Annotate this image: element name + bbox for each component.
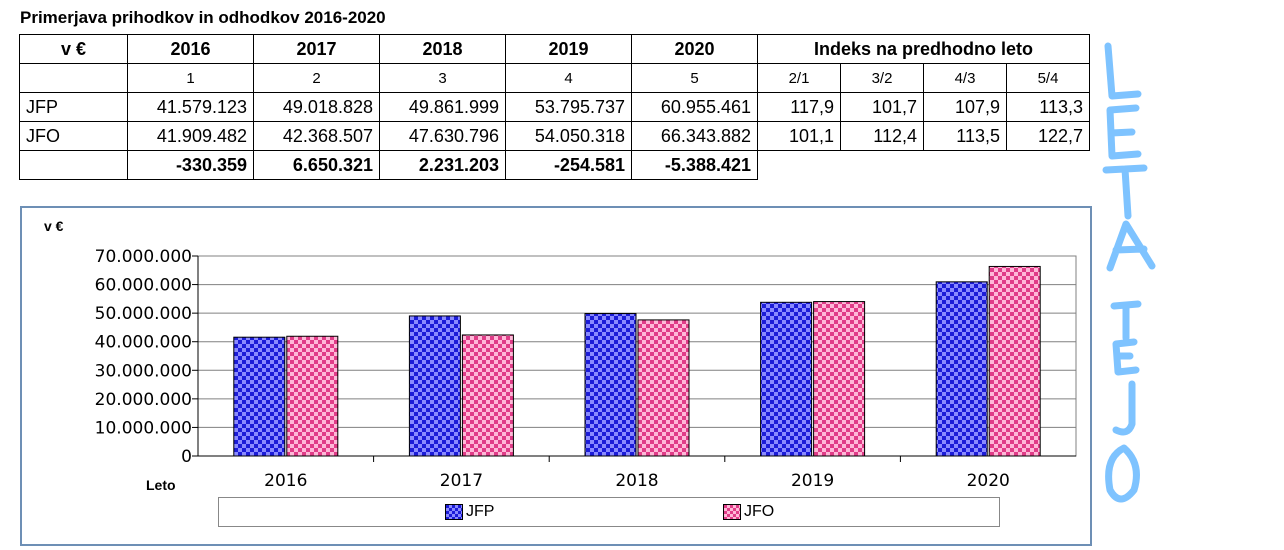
table-row-jfo: JFO 41.909.482 42.368.507 47.630.796 54.… bbox=[19, 121, 1090, 151]
bar-jfp-2018 bbox=[584, 313, 637, 457]
header-year: 2017 bbox=[253, 34, 380, 64]
index-cell: 112,4 bbox=[840, 121, 924, 151]
legend-swatch-jfo bbox=[723, 504, 741, 520]
difference-cell: -330.359 bbox=[127, 150, 254, 180]
empty-cell bbox=[19, 150, 128, 180]
index-cell: 101,1 bbox=[757, 121, 841, 151]
bar-jfp-2016 bbox=[233, 336, 286, 457]
difference-cell: -254.581 bbox=[505, 150, 632, 180]
value-cell: 47.630.796 bbox=[379, 121, 506, 151]
column-number: 2 bbox=[253, 63, 380, 93]
x-tick-label: 2016 bbox=[264, 471, 307, 491]
difference-cell: -5.388.421 bbox=[631, 150, 758, 180]
x-tick-label: 2018 bbox=[615, 471, 658, 491]
y-tick-label: 50.000.000 bbox=[95, 304, 192, 324]
row-label: JFO bbox=[19, 121, 128, 151]
value-cell: 66.343.882 bbox=[631, 121, 758, 151]
legend-swatch-jfp bbox=[445, 504, 463, 520]
index-cell: 101,7 bbox=[840, 92, 924, 122]
legend-label: JFO bbox=[744, 503, 775, 520]
y-tick-label: 30.000.000 bbox=[95, 361, 192, 381]
x-tick-label: 2019 bbox=[791, 471, 834, 491]
x-axis-label: Leto bbox=[146, 477, 176, 493]
y-tick-label: 70.000.000 bbox=[95, 247, 192, 267]
header-year: 2020 bbox=[631, 34, 758, 64]
value-cell: 42.368.507 bbox=[253, 121, 380, 151]
y-tick-label: 60.000.000 bbox=[95, 276, 192, 296]
column-number: 1 bbox=[127, 63, 254, 93]
difference-cell: 2.231.203 bbox=[379, 150, 506, 180]
index-column: 5/4 bbox=[1006, 63, 1090, 93]
plot-area bbox=[197, 255, 1077, 457]
row-label: JFP bbox=[19, 92, 128, 122]
page-title: Primerjava prihodkov in odhodkov 2016-20… bbox=[20, 8, 386, 27]
bar-jfo-2017 bbox=[461, 334, 514, 457]
value-cell: 49.861.999 bbox=[379, 92, 506, 122]
bar-jfo-2019 bbox=[813, 301, 866, 457]
column-number: 3 bbox=[379, 63, 506, 93]
y-tick-label: 0 bbox=[181, 447, 192, 467]
revenue-expense-table: v € 2016 2017 2018 2019 2020 Indeks na p… bbox=[19, 34, 1090, 180]
y-tick-label: 10.000.000 bbox=[95, 418, 192, 438]
bar-jfo-2020 bbox=[988, 265, 1041, 457]
empty-cell bbox=[19, 63, 128, 93]
value-cell: 41.579.123 bbox=[127, 92, 254, 122]
y-axis-label: v € bbox=[44, 218, 64, 234]
index-column: 3/2 bbox=[840, 63, 924, 93]
column-number: 5 bbox=[631, 63, 758, 93]
x-tick-label: 2017 bbox=[440, 471, 483, 491]
header-year: 2018 bbox=[379, 34, 506, 64]
index-cell: 107,9 bbox=[923, 92, 1007, 122]
value-cell: 49.018.828 bbox=[253, 92, 380, 122]
legend-item-jfo: JFO bbox=[723, 503, 774, 521]
x-tick-label: 2020 bbox=[967, 471, 1010, 491]
header-year: 2016 bbox=[127, 34, 254, 64]
table-row-difference: -330.359 6.650.321 2.231.203 -254.581 -5… bbox=[19, 150, 1090, 180]
bar-jfp-2019 bbox=[760, 301, 813, 457]
legend-item-jfp: JFP bbox=[445, 503, 494, 521]
table-row-jfp: JFP 41.579.123 49.018.828 49.861.999 53.… bbox=[19, 92, 1090, 122]
value-cell: 41.909.482 bbox=[127, 121, 254, 151]
index-column: 4/3 bbox=[923, 63, 1007, 93]
difference-cell: 6.650.321 bbox=[253, 150, 380, 180]
y-tick-label: 40.000.000 bbox=[95, 333, 192, 353]
header-year: 2019 bbox=[505, 34, 632, 64]
table-header-row: v € 2016 2017 2018 2019 2020 Indeks na p… bbox=[19, 34, 1090, 64]
value-cell: 60.955.461 bbox=[631, 92, 758, 122]
column-number: 4 bbox=[505, 63, 632, 93]
index-header: Indeks na predhodno leto bbox=[757, 34, 1090, 64]
bar-jfp-2017 bbox=[408, 315, 461, 457]
index-cell: 117,9 bbox=[757, 92, 841, 122]
value-cell: 54.050.318 bbox=[505, 121, 632, 151]
y-tick-label: 20.000.000 bbox=[95, 390, 192, 410]
index-cell: 113,5 bbox=[923, 121, 1007, 151]
legend-label: JFP bbox=[466, 503, 495, 520]
index-cell: 113,3 bbox=[1006, 92, 1090, 122]
index-cell: 122,7 bbox=[1006, 121, 1090, 151]
column-number-row: 1 2 3 4 5 2/1 3/2 4/3 5/4 bbox=[19, 63, 1090, 93]
bar-jfp-2020 bbox=[935, 281, 988, 457]
handwritten-annotation-leta-tejo bbox=[1102, 42, 1156, 503]
bar-chart: v € Leto 0 10.000.000 20.000.000 30.000.000… bbox=[44, 218, 1077, 493]
chart-frame: v € Leto 0 10.000.000 20.000.000 30.000.000… bbox=[20, 206, 1092, 546]
blank-area bbox=[758, 151, 1090, 180]
bar-jfo-2018 bbox=[637, 319, 690, 457]
corner-cell: v € bbox=[19, 34, 128, 64]
index-column: 2/1 bbox=[757, 63, 841, 93]
value-cell: 53.795.737 bbox=[505, 92, 632, 122]
bar-jfo-2016 bbox=[286, 335, 339, 457]
chart-legend: JFP JFO bbox=[218, 497, 1000, 527]
